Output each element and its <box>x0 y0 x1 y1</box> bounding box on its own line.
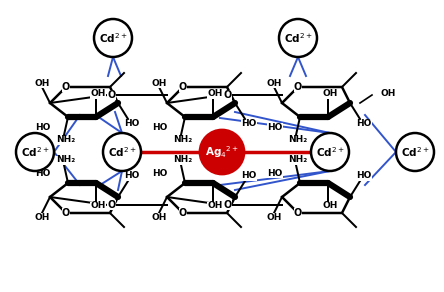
Text: O: O <box>179 82 187 92</box>
Circle shape <box>94 19 132 57</box>
Circle shape <box>279 19 317 57</box>
Text: O: O <box>223 200 232 210</box>
Text: HO: HO <box>357 119 372 128</box>
Text: HO: HO <box>241 171 257 180</box>
Text: OH: OH <box>266 213 281 222</box>
Text: OH: OH <box>90 201 106 211</box>
Text: HO: HO <box>267 123 283 131</box>
Text: O: O <box>62 208 70 218</box>
Text: O: O <box>107 200 115 210</box>
Text: OH: OH <box>34 79 50 88</box>
Text: OH: OH <box>151 79 166 88</box>
Text: OH: OH <box>34 213 50 222</box>
Text: O: O <box>107 90 115 100</box>
Text: O: O <box>223 90 232 100</box>
Text: OH: OH <box>207 201 223 211</box>
Text: NH₂: NH₂ <box>288 156 308 164</box>
Text: Cd$^{2+}$: Cd$^{2+}$ <box>99 31 127 45</box>
Text: Cd$^{2+}$: Cd$^{2+}$ <box>401 145 429 159</box>
Text: Cd$^{2+}$: Cd$^{2+}$ <box>284 31 312 45</box>
Text: NH₂: NH₂ <box>288 135 308 145</box>
Text: Ag$_4$$^{2+}$: Ag$_4$$^{2+}$ <box>205 144 239 160</box>
Text: HO: HO <box>267 168 283 178</box>
Text: OH: OH <box>151 213 166 222</box>
Text: O: O <box>294 208 302 218</box>
Text: OH: OH <box>266 79 281 88</box>
Circle shape <box>396 133 434 171</box>
Text: HO: HO <box>36 123 51 131</box>
Text: NH₂: NH₂ <box>173 135 193 145</box>
Circle shape <box>200 130 244 174</box>
Circle shape <box>311 133 349 171</box>
Text: OH: OH <box>322 201 338 211</box>
Text: OH: OH <box>207 90 223 98</box>
Text: OH: OH <box>380 88 395 98</box>
Text: Cd$^{2+}$: Cd$^{2+}$ <box>316 145 344 159</box>
Text: HO: HO <box>357 171 372 180</box>
Circle shape <box>103 133 141 171</box>
Text: NH₂: NH₂ <box>56 156 75 164</box>
Text: HO: HO <box>152 168 168 178</box>
Text: HO: HO <box>36 168 51 178</box>
Text: Cd$^{2+}$: Cd$^{2+}$ <box>21 145 49 159</box>
Text: O: O <box>294 82 302 92</box>
Text: NH₂: NH₂ <box>173 156 193 164</box>
Text: O: O <box>179 208 187 218</box>
Text: OH: OH <box>90 90 106 98</box>
Text: OH: OH <box>322 90 338 98</box>
Circle shape <box>16 133 54 171</box>
Text: Cd$^{2+}$: Cd$^{2+}$ <box>108 145 136 159</box>
Text: HO: HO <box>124 119 140 128</box>
Text: HO: HO <box>241 119 257 128</box>
Text: O: O <box>62 82 70 92</box>
Text: NH₂: NH₂ <box>56 135 75 145</box>
Text: HO: HO <box>124 171 140 180</box>
Text: HO: HO <box>152 123 168 131</box>
